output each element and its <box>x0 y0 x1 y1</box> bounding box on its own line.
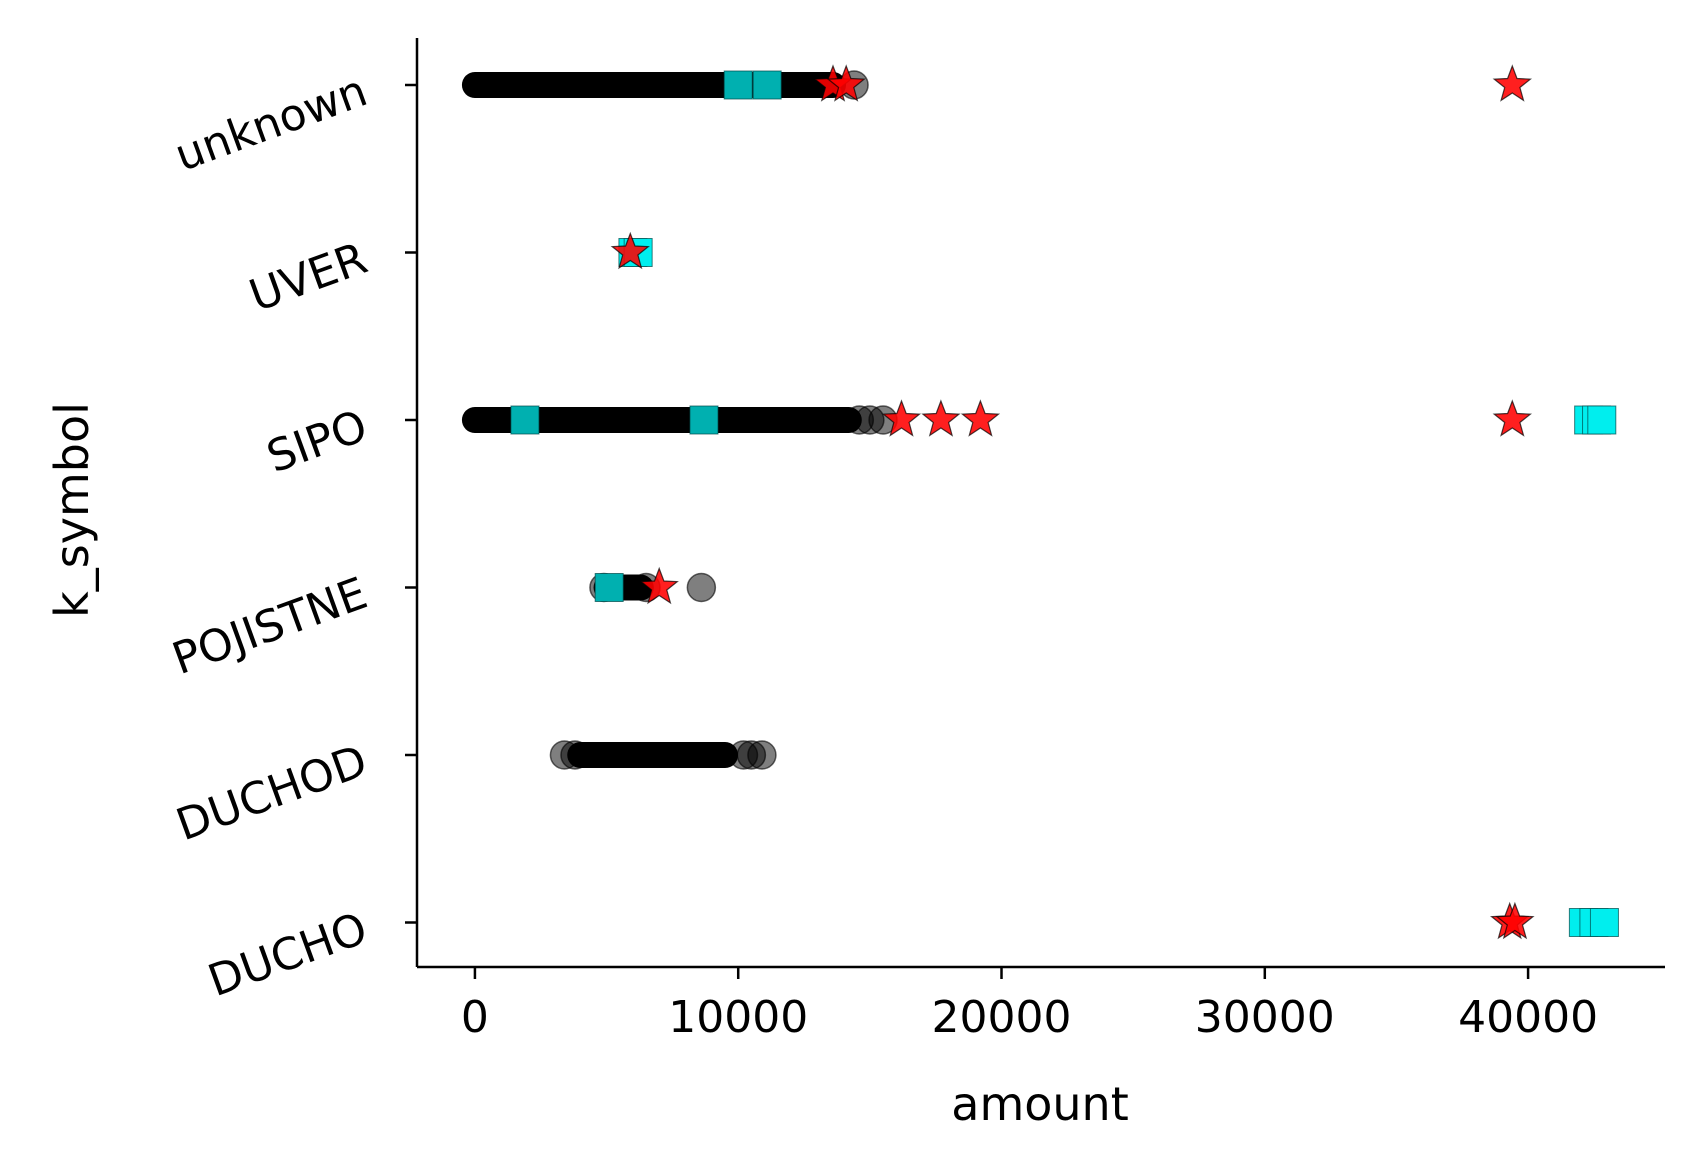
y-tick-label-uver: UVER <box>243 233 374 322</box>
star-marker-unknown <box>826 64 866 102</box>
point-duchod <box>560 740 590 770</box>
x-tick-label: 20000 <box>932 992 1072 1043</box>
square-marker-sipo <box>689 405 719 435</box>
square-marker-unknown <box>752 70 782 100</box>
plot-area <box>461 64 1619 940</box>
star-marker-unknown <box>1492 64 1533 102</box>
square-marker-pojistne <box>594 573 624 602</box>
star-marker-uver <box>610 231 650 270</box>
square-marker-sipo <box>1587 405 1617 435</box>
y-tick-label-unknown: unknown <box>168 65 373 181</box>
x-tick-label: 10000 <box>668 992 808 1043</box>
star-marker-sipo <box>960 399 1001 437</box>
x-tick-label: 0 <box>461 992 489 1043</box>
point-pojistne <box>686 572 717 603</box>
square-marker-ducho <box>1589 908 1619 937</box>
points-range-sipo <box>461 407 862 433</box>
axes: 0 10000 20000 30000 40000 DUCHO DUCHOD POJISTNE… <box>166 38 1665 1043</box>
star-marker-sipo <box>921 399 961 437</box>
x-axis-label: amount <box>951 1077 1129 1131</box>
x-tick-label: 40000 <box>1458 992 1598 1043</box>
point-duchod <box>747 740 777 770</box>
square-marker-unknown <box>723 70 753 100</box>
star-marker-ducho <box>1495 901 1535 940</box>
star-marker-sipo <box>1492 399 1533 437</box>
y-tick-label-pojistne: POJISTNE <box>166 568 374 685</box>
y-tick-label-sipo: SIPO <box>260 400 373 483</box>
points-range-unknown <box>461 72 846 98</box>
square-marker-sipo <box>510 405 540 435</box>
y-axis-label: k_symbol <box>45 402 99 618</box>
y-tick-label-ducho: DUCHO <box>202 903 374 1007</box>
star-marker-pojistne <box>639 566 679 605</box>
x-tick-label: 30000 <box>1195 992 1335 1043</box>
star-marker-sipo <box>881 399 922 437</box>
y-tick-label-duchod: DUCHOD <box>170 735 374 851</box>
points-range-duchod <box>567 742 739 768</box>
